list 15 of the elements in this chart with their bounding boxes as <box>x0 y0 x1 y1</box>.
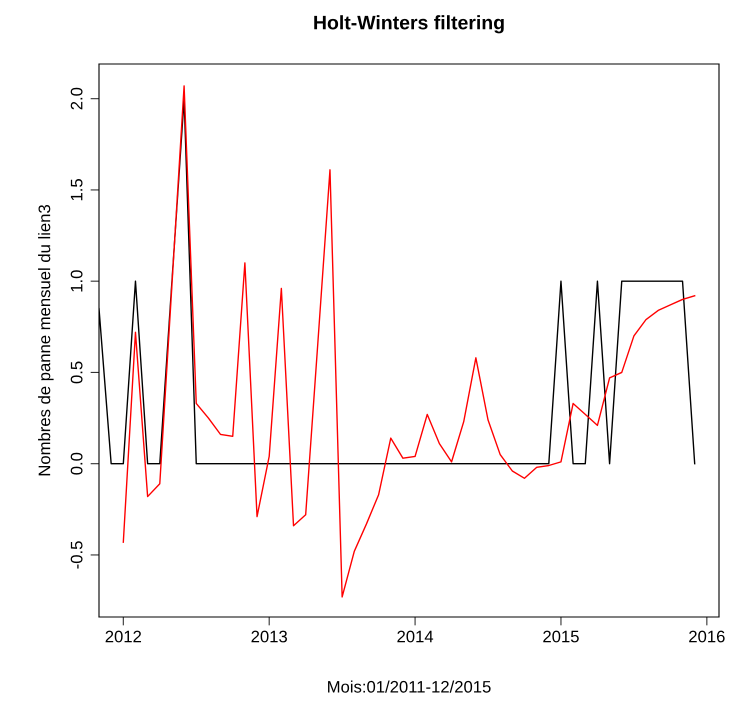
x-tick-label: 2016 <box>689 630 725 642</box>
y-tick-label: 1.0 <box>70 270 83 292</box>
chart-title: Holt-Winters filtering <box>314 15 504 34</box>
x-tick-label: 2012 <box>106 630 142 642</box>
x-tick-label: 2013 <box>252 630 288 642</box>
x-tick-label: 2014 <box>397 630 434 642</box>
x-axis-title: Mois:01/2011-12/2015 <box>328 680 491 693</box>
y-tick-label: 2.0 <box>70 88 83 110</box>
y-axis-title: Nombres de panne mensuel du lien3 <box>38 205 54 476</box>
y-tick-label: 0.5 <box>70 362 83 384</box>
line-series <box>122 85 696 598</box>
y-tick-label: 1.5 <box>70 179 83 200</box>
x-tick-label: 2015 <box>543 630 579 642</box>
y-tick-label: -0.5 <box>70 541 83 569</box>
y-tick-label: 0.0 <box>70 452 83 475</box>
